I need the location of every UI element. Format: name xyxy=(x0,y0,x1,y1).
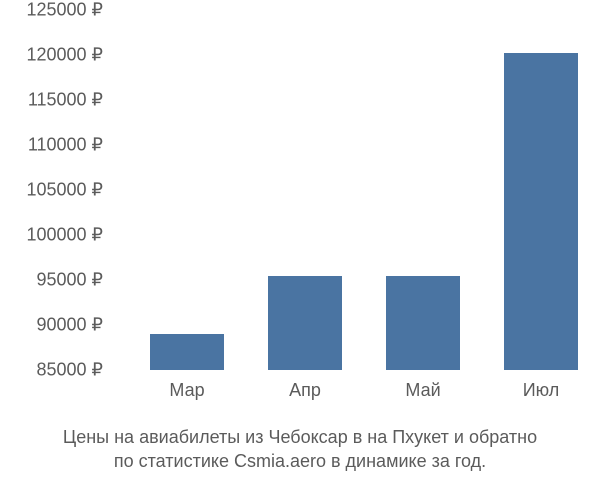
x-tick: Мар xyxy=(169,380,204,401)
y-tick: 95000 ₽ xyxy=(36,270,103,291)
caption-line-2: по статистике Csmia.aero в динамике за г… xyxy=(0,449,600,473)
y-tick: 100000 ₽ xyxy=(26,225,103,246)
y-tick: 110000 ₽ xyxy=(28,135,103,156)
y-axis: 85000 ₽ 90000 ₽ 95000 ₽ 100000 ₽ 105000 ₽ 110… xyxy=(0,10,115,410)
caption: Цены на авиабилеты из Чебоксар в на Пхук… xyxy=(0,425,600,474)
chart-area: Мар Апр Май Июл xyxy=(120,10,580,410)
bar xyxy=(268,276,342,371)
y-tick: 90000 ₽ xyxy=(36,315,103,336)
caption-line-1: Цены на авиабилеты из Чебоксар в на Пхук… xyxy=(0,425,600,449)
y-tick: 105000 ₽ xyxy=(26,180,103,201)
y-tick: 85000 ₽ xyxy=(36,360,103,381)
plot xyxy=(120,10,580,410)
y-tick: 125000 ₽ xyxy=(26,0,103,21)
x-tick: Июл xyxy=(523,380,560,401)
bar xyxy=(150,334,224,370)
y-tick: 120000 ₽ xyxy=(26,45,103,66)
x-axis: Мар Апр Май Июл xyxy=(120,370,580,410)
x-tick: Апр xyxy=(289,380,321,401)
x-tick: Май xyxy=(405,380,440,401)
y-tick: 115000 ₽ xyxy=(28,90,103,111)
bar xyxy=(386,276,460,371)
bar xyxy=(504,53,578,370)
